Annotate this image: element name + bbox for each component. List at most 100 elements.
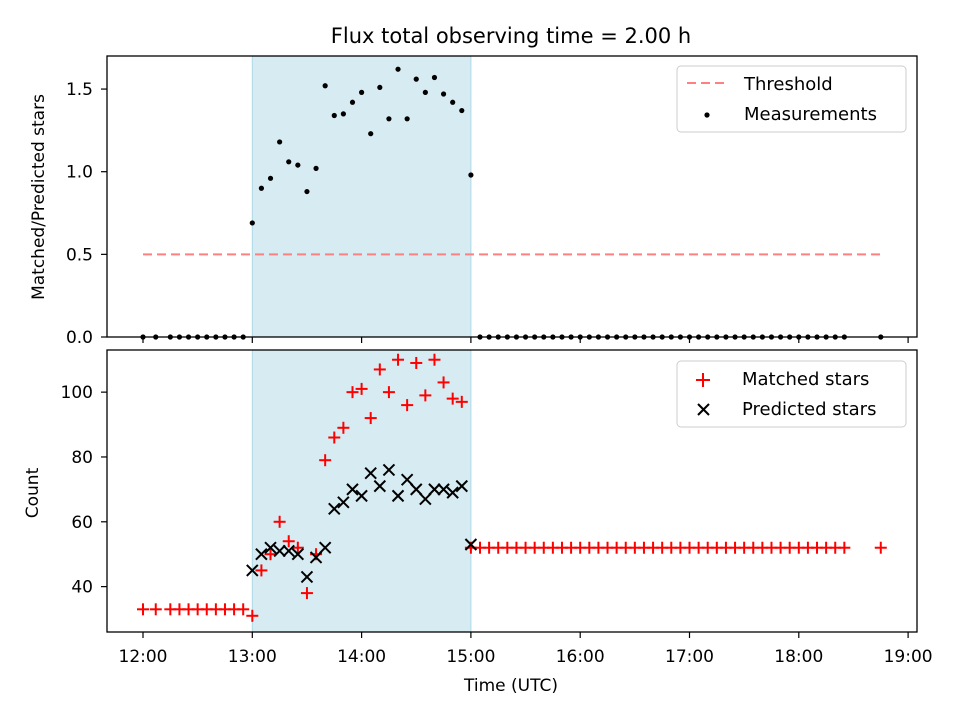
legend-threshold-label: Threshold (743, 74, 833, 95)
predicted-star-point (419, 492, 432, 506)
figure-title: Flux total observing time = 2.00 h (331, 24, 691, 48)
predicted-star-point (382, 463, 396, 477)
measurement-point (304, 188, 310, 195)
y-tick-label: 1.0 (66, 163, 93, 183)
matched-star-point (291, 541, 304, 554)
measurement-point (295, 162, 301, 168)
matched-star-point (246, 609, 259, 622)
predicted-star-point (391, 489, 405, 503)
matched-star-point (149, 603, 162, 616)
predicted-star-point (264, 541, 277, 554)
y-tick-label: 40 (71, 578, 93, 598)
measurement-point (349, 99, 356, 105)
x-tick-label: 17:00 (665, 647, 714, 667)
bottom-plot-series (137, 353, 887, 622)
top-y-ticks: 0.0 0.5 1.0 1.5 (66, 80, 107, 348)
measurement-point (286, 159, 292, 165)
top-legend-box (676, 65, 907, 133)
x-tick-label: 18:00 (774, 647, 823, 667)
measurement-point (377, 84, 383, 91)
measurement-point (359, 89, 365, 95)
predicted-star-point (291, 547, 305, 561)
measurements-series (140, 66, 884, 340)
top-y-axis-label: Matched/Predicted stars (29, 94, 49, 300)
matched-star-point (319, 454, 332, 467)
matched-star-point (264, 548, 277, 561)
measurement-point (450, 99, 456, 105)
measurement-point (413, 76, 419, 82)
top-x-ticks (142, 337, 909, 343)
legend-measurements-label: Measurements (744, 104, 877, 125)
matched-star-point (364, 412, 377, 425)
bottom-legend-box (676, 360, 907, 428)
predicted-star-point (282, 544, 295, 558)
measurement-point (313, 165, 319, 171)
y-tick-label: 1.5 (66, 80, 93, 100)
bottom-y-ticks: 40 60 80 100 (61, 383, 107, 598)
legend-measurements-swatch (704, 112, 710, 118)
predicted-star-point (464, 538, 478, 551)
legend-matched-label: Matched stars (742, 369, 869, 390)
legend-predicted-swatch (697, 403, 710, 416)
predicted-star-point (355, 489, 368, 503)
predicted-star-point (364, 466, 377, 480)
bottom-x-ticks: 12:00 13:00 14:00 15:00 16:00 17:00 18:00 19:00 (119, 632, 933, 667)
predicted-star-point (309, 551, 323, 564)
x-tick-label: 13:00 (228, 647, 277, 667)
matched-star-point (874, 541, 887, 554)
predicted-star-point (455, 479, 468, 493)
shaded-region-rect (252, 56, 471, 337)
predicted-stars-series (246, 463, 478, 584)
bottom-axes-frame (106, 349, 918, 633)
x-tick-label: 14:00 (337, 647, 386, 667)
legend-matched-swatch (696, 373, 710, 387)
matched-star-point (328, 431, 341, 444)
predicted-star-point (300, 570, 314, 584)
measurement-point (258, 185, 265, 191)
top-legend: Threshold Measurements (676, 65, 907, 133)
bottom-shaded-region (251, 350, 472, 632)
matched-star-point (428, 353, 441, 366)
measurement-point (422, 89, 428, 95)
predicted-star-point (346, 483, 359, 496)
measurement-point (459, 107, 465, 114)
predicted-star-point (337, 496, 350, 509)
measurement-point (395, 66, 401, 72)
matched-star-point (337, 421, 350, 434)
predicted-star-point (410, 483, 423, 496)
bottom-y-axis-label: Count (23, 467, 43, 518)
y-tick-label: 100 (61, 383, 93, 403)
y-tick-label: 80 (71, 448, 93, 468)
predicted-star-point (437, 483, 450, 496)
matched-star-point (346, 386, 359, 399)
matched-star-point (255, 564, 268, 577)
predicted-star-point (255, 547, 268, 561)
top-shaded-region (251, 56, 472, 337)
x-tick-label: 15:00 (446, 647, 495, 667)
measurement-point (404, 116, 410, 122)
matched-star-point (392, 353, 405, 366)
x-tick-label: 19:00 (884, 647, 933, 667)
matched-star-point (382, 386, 395, 399)
matched-star-point (237, 603, 250, 616)
top-axes-frame (106, 55, 918, 338)
measurement-point (331, 112, 337, 119)
matched-star-point (437, 376, 450, 389)
predicted-star-point (318, 541, 332, 554)
measurement-point (431, 74, 438, 81)
matched-star-point (282, 535, 295, 548)
y-tick-label: 60 (71, 513, 93, 533)
matched-star-point (355, 382, 368, 395)
measurement-point (440, 91, 447, 97)
predicted-star-point (246, 564, 259, 577)
predicted-star-point (446, 486, 459, 499)
x-axis-label: Time (UTC) (463, 676, 558, 696)
measurement-point (368, 131, 374, 137)
matched-star-point (410, 356, 423, 369)
measurement-point (249, 220, 255, 226)
measurement-point (277, 139, 283, 145)
predicted-star-point (373, 479, 387, 493)
measurement-point (340, 111, 346, 117)
top-plot-series (140, 66, 884, 340)
